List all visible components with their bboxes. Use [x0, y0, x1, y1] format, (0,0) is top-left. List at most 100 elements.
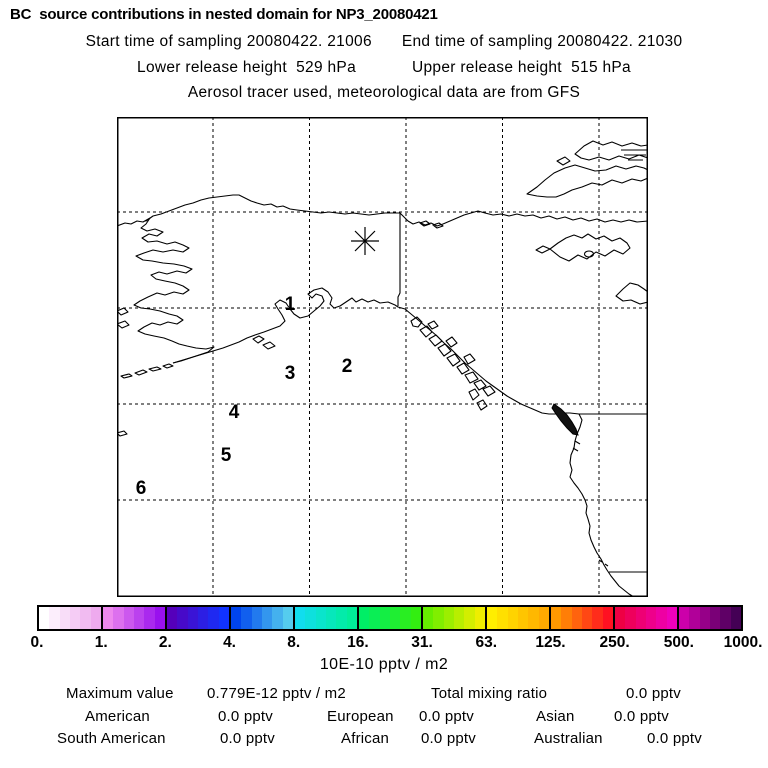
- colorbar-cell: [561, 607, 572, 629]
- colorbar-cell: [187, 607, 198, 629]
- colorbar-cell: [346, 607, 357, 629]
- region-value-australian: 0.0 pptv: [647, 730, 702, 747]
- colorbar-cell: [389, 607, 401, 629]
- colorbar-cell: [336, 607, 347, 629]
- coastlines: [117, 194, 648, 597]
- release-marker-asterisk-icon: [351, 227, 379, 255]
- colorbar-cell: [113, 607, 124, 629]
- colorbar-cell: [699, 607, 710, 629]
- colorbar-cell: [453, 607, 465, 629]
- colorbar: [37, 605, 743, 631]
- colorbar-cell: [497, 607, 508, 629]
- arctic-islands: [526, 140, 648, 305]
- max-value-label: Maximum value: [66, 685, 174, 702]
- trajectory-label-2: 2: [342, 356, 353, 377]
- upper-release-height-text: Upper release height 515 hPa: [412, 59, 631, 76]
- colorbar-cell: [133, 607, 145, 629]
- colorbar-ticks: 0. 1. 2. 4. 8. 16. 31. 63. 125. 250. 500. 1000.: [0, 634, 768, 651]
- colorbar-cell: [90, 607, 101, 629]
- colorbar-cell: [625, 607, 636, 629]
- political-borders: [397, 213, 648, 573]
- colorbar-cell: [305, 607, 316, 629]
- colorbar-tick-label: 500.: [663, 634, 694, 651]
- colorbar-cell: [538, 607, 549, 629]
- sampling-time-row: Start time of sampling 20080422. 21006 E…: [0, 33, 768, 51]
- trajectory-labels: 1 2 3 4 5 6: [136, 294, 353, 499]
- colorbar-cell: [443, 607, 454, 629]
- colorbar-segment: [485, 607, 549, 629]
- colorbar-cell: [709, 607, 721, 629]
- colorbar-tick-label: 1000.: [723, 634, 763, 651]
- colorbar-cell: [123, 607, 134, 629]
- colorbar-segment: [229, 607, 293, 629]
- total-mixing-ratio-label: Total mixing ratio: [431, 685, 548, 702]
- colorbar-segment: [677, 607, 741, 629]
- trajectory-label-1: 1: [285, 294, 296, 315]
- start-time-text: Start time of sampling 20080422. 21006: [85, 33, 372, 50]
- region-value-european: 0.0 pptv: [419, 708, 474, 725]
- colorbar-cell: [720, 607, 731, 629]
- colorbar-cell: [251, 607, 262, 629]
- colorbar-tick-label: 16.: [347, 634, 369, 651]
- region-value-south-american: 0.0 pptv: [220, 730, 275, 747]
- region-value-american: 0.0 pptv: [218, 708, 273, 725]
- region-label-african: African: [341, 730, 390, 747]
- trajectory-label-3: 3: [285, 363, 296, 384]
- colorbar-tick-label: 125.: [535, 634, 566, 651]
- colorbar-cell: [177, 607, 188, 629]
- colorbar-cell: [528, 607, 539, 629]
- tracer-info-row: Aerosol tracer used, meteorological data…: [0, 84, 768, 102]
- colorbar-cell: [379, 607, 390, 629]
- colorbar-cell: [315, 607, 326, 629]
- grid-lines: [117, 117, 648, 597]
- trajectory-label-4: 4: [229, 402, 240, 423]
- colorbar-cell: [666, 607, 677, 629]
- colorbar-cell: [144, 607, 155, 629]
- lower-release-height-text: Lower release height 529 hPa: [137, 59, 356, 76]
- colorbar-cell: [241, 607, 252, 629]
- colorbar-cell: [487, 607, 498, 629]
- colorbar-segment: [165, 607, 229, 629]
- tracer-info-text: Aerosol tracer used, meteorological data…: [187, 84, 581, 101]
- colorbar-cell: [208, 607, 219, 629]
- max-value-number: 0.779E-12 pptv / m2: [207, 685, 346, 702]
- end-time-text: End time of sampling 20080422. 21030: [401, 33, 683, 50]
- colorbar-segment: [357, 607, 421, 629]
- colorbar-cell: [218, 607, 229, 629]
- colorbar-segment: [101, 607, 165, 629]
- colorbar-cell: [410, 607, 421, 629]
- colorbar-tick-label: 0.: [30, 634, 44, 651]
- colorbar-tick-label: 4.: [223, 634, 236, 651]
- colorbar-cell: [154, 607, 165, 629]
- colorbar-segment: [39, 607, 101, 629]
- colorbar-cell: [433, 607, 444, 629]
- colorbar-cell: [645, 607, 657, 629]
- colorbar-segment: [421, 607, 485, 629]
- trajectory-label-6: 6: [136, 478, 147, 499]
- colorbar-cell: [592, 607, 603, 629]
- colorbar-cell: [295, 607, 306, 629]
- region-value-asian: 0.0 pptv: [614, 708, 669, 725]
- colorbar-cell: [167, 607, 178, 629]
- colorbar-cell: [400, 607, 411, 629]
- colorbar-tick-label: 8.: [287, 634, 301, 651]
- colorbar-segment: [293, 607, 357, 629]
- vancouver-island-blob: [551, 403, 579, 436]
- map-frame: [117, 117, 648, 597]
- colorbar-cell: [551, 607, 562, 629]
- colorbar-cell: [507, 607, 518, 629]
- region-label-asian: Asian: [536, 708, 575, 725]
- colorbar-cell: [602, 607, 613, 629]
- colorbar-cell: [656, 607, 667, 629]
- colorbar-cell: [231, 607, 242, 629]
- colorbar-cell: [571, 607, 582, 629]
- colorbar-cell: [581, 607, 593, 629]
- colorbar-cell: [59, 607, 70, 629]
- colorbar-segment: [613, 607, 677, 629]
- alaska-yukon-border-line: [397, 213, 401, 306]
- trajectory-label-5: 5: [221, 445, 232, 466]
- colorbar-segment: [549, 607, 613, 629]
- colorbar-cell: [261, 607, 273, 629]
- region-label-american: American: [85, 708, 150, 725]
